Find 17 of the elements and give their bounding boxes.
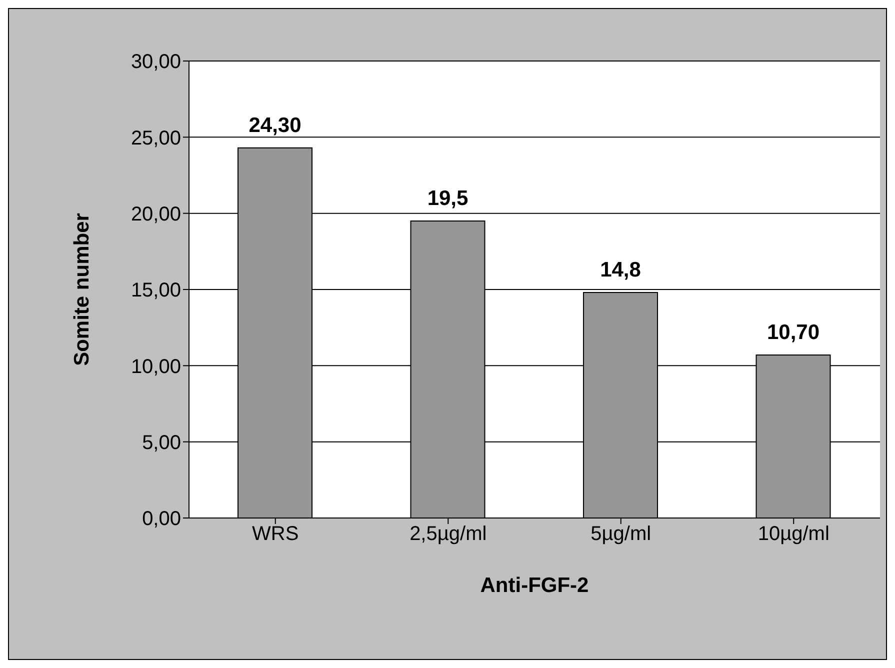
y-tick-label: 0,00 xyxy=(142,508,181,530)
y-tick-label: 30,00 xyxy=(130,51,181,74)
x-tick-label: 10µg/ml xyxy=(758,523,830,546)
y-tick-label: 10,00 xyxy=(130,356,181,378)
y-tick-label: 20,00 xyxy=(130,203,181,226)
data-label: 19,5 xyxy=(427,186,469,210)
x-axis-title: Anti-FGF-2 xyxy=(480,574,589,597)
x-tick-label: 2,5µg/ml xyxy=(410,523,487,546)
x-tick-label: 5µg/ml xyxy=(590,523,652,546)
data-label: 24,30 xyxy=(248,114,302,137)
y-tick-label: 25,00 xyxy=(130,127,181,150)
data-label: 10,70 xyxy=(766,321,820,344)
data-label: 14,8 xyxy=(600,258,642,282)
y-axis-title: Somite number xyxy=(70,213,94,366)
x-tick-label: WRS xyxy=(252,523,299,546)
y-tick-label: 5,00 xyxy=(142,432,181,454)
y-tick-label: 15,00 xyxy=(130,280,181,302)
